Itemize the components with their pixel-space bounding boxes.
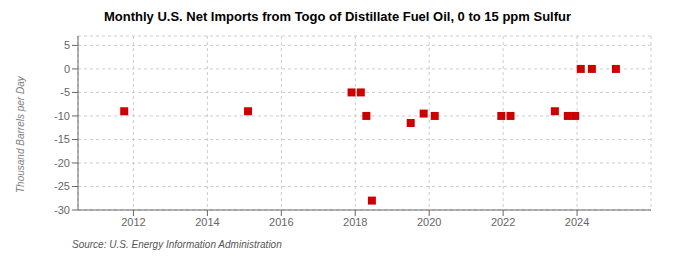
svg-text:2012: 2012 bbox=[121, 216, 145, 228]
svg-text:2024: 2024 bbox=[565, 216, 589, 228]
svg-text:2018: 2018 bbox=[343, 216, 367, 228]
svg-text:-5: -5 bbox=[60, 86, 70, 98]
html-text:Source: U.S. Energy Informatio: Source: U.S. Energy Information Administ… bbox=[72, 239, 282, 250]
svg-text:5: 5 bbox=[64, 39, 70, 51]
svg-text:2016: 2016 bbox=[269, 216, 293, 228]
svg-text:2022: 2022 bbox=[491, 216, 515, 228]
svg-text:0: 0 bbox=[64, 63, 70, 75]
html-text:Monthly U.S. Net Imports from: Monthly U.S. Net Imports from Togo of Di… bbox=[104, 9, 571, 24]
svg-text:-10: -10 bbox=[54, 110, 70, 122]
svg-text:2014: 2014 bbox=[195, 216, 219, 228]
svg-text:-30: -30 bbox=[54, 204, 70, 216]
svg-text:2020: 2020 bbox=[417, 216, 441, 228]
svg-text:-15: -15 bbox=[54, 133, 70, 145]
svg-text:Thousand Barrels per Day: Thousand Barrels per Day bbox=[15, 75, 26, 193]
svg-text:-25: -25 bbox=[54, 180, 70, 192]
svg-text:-20: -20 bbox=[54, 157, 70, 169]
